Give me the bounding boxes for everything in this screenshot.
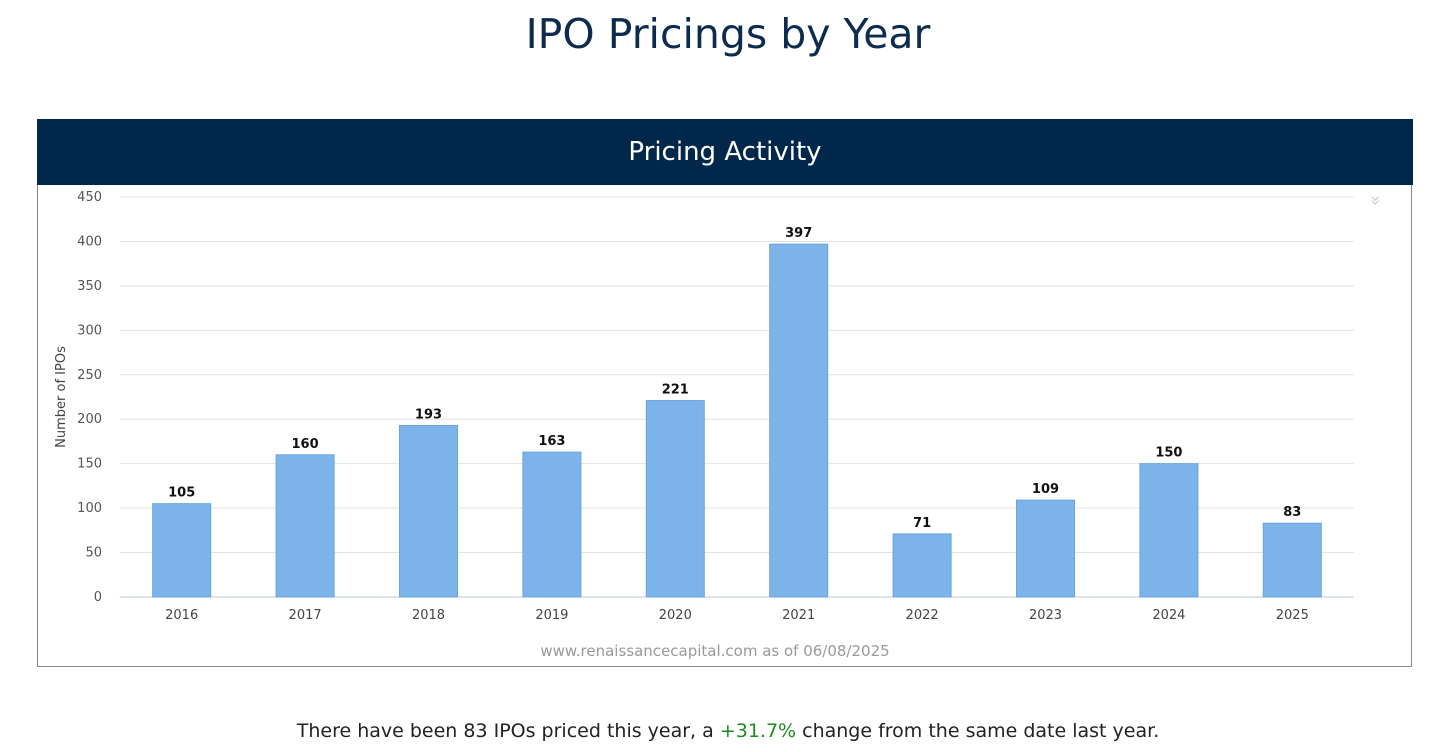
data-label: 83 — [1283, 505, 1301, 520]
change-percent: +31.7% — [719, 720, 797, 742]
y-tick-label: 400 — [77, 234, 102, 249]
y-tick-label: 200 — [77, 412, 102, 427]
data-label: 193 — [415, 407, 442, 422]
x-tick-label: 2021 — [782, 608, 815, 623]
data-label: 163 — [538, 434, 565, 449]
page-title: IPO Pricings by Year — [525, 10, 931, 58]
y-tick-label: 300 — [77, 323, 102, 338]
summary-prefix: There have been 83 IPOs priced this year… — [296, 720, 720, 742]
x-tick-label: 2022 — [906, 608, 939, 623]
data-label: 397 — [785, 226, 812, 241]
bar-2024[interactable] — [1139, 463, 1199, 598]
data-label: 71 — [913, 516, 931, 531]
x-tick-label: 2017 — [289, 608, 322, 623]
chart-header: Pricing Activity — [37, 119, 1413, 185]
summary-text: There have been 83 IPOs priced this year… — [0, 720, 1456, 742]
x-tick-label: 2020 — [659, 608, 692, 623]
x-tick-label: 2025 — [1276, 608, 1309, 623]
x-tick-label: 2024 — [1152, 608, 1185, 623]
data-label: 105 — [168, 486, 195, 501]
y-tick-label: 350 — [77, 279, 102, 294]
bar-2017[interactable] — [275, 454, 335, 598]
bar-2020[interactable] — [645, 400, 705, 598]
data-label: 221 — [662, 383, 689, 398]
bar-chart: 0 50 100 150 200 250 300 350 400 450 Number of IPO… — [54, 190, 1354, 660]
x-tick-label: 2019 — [535, 608, 568, 623]
y-tick-label: 100 — [77, 501, 102, 516]
bar-2018[interactable] — [399, 424, 458, 598]
bar-2016[interactable] — [152, 503, 212, 598]
y-tick-label: 450 — [77, 190, 102, 205]
chart-container — [37, 119, 1412, 667]
data-label: 109 — [1032, 482, 1059, 497]
data-label: 150 — [1155, 446, 1182, 461]
bar-2021[interactable] — [769, 243, 829, 598]
y-axis-label: Number of IPOs — [54, 346, 69, 448]
x-tick-label: 2023 — [1029, 608, 1062, 623]
bar-2025[interactable] — [1262, 522, 1322, 598]
y-tick-label: 250 — [77, 368, 102, 383]
bar-2023[interactable] — [1016, 499, 1075, 598]
bar-2022[interactable] — [892, 533, 952, 598]
x-tick-label: 2016 — [165, 608, 198, 623]
summary-suffix: change from the same date last year. — [796, 720, 1160, 742]
y-tick-label: 150 — [77, 457, 102, 472]
y-tick-label: 50 — [85, 546, 102, 561]
bar-2019[interactable] — [522, 451, 582, 598]
y-tick-label: 0 — [94, 590, 102, 605]
data-label: 160 — [292, 437, 319, 452]
chart-credit[interactable]: www.renaissancecapital.com as of 06/08/2… — [540, 642, 889, 660]
x-tick-label: 2018 — [412, 608, 445, 623]
